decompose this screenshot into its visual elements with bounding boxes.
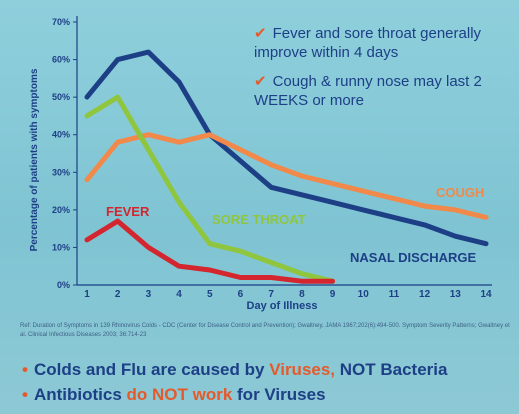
bullet-antibiotics: • Antibiotics do NOT work for Viruses [22, 385, 326, 405]
series-lines [84, 49, 489, 284]
bullet-highlight: Viruses, [269, 360, 336, 379]
series-label-sore-throat: SORE THROAT [212, 212, 306, 227]
y-axis-label: Percentage of patients with symptoms [29, 68, 40, 251]
x-tick-label: 11 [389, 289, 400, 300]
bullet-text-pre: Colds and Flu are caused by [33, 360, 270, 379]
x-tick-label: 8 [299, 289, 305, 300]
y-tick-label: 40% [52, 130, 70, 140]
note-text: Fever and sore throat generally improve … [254, 25, 482, 61]
x-tick-label: 13 [450, 289, 462, 300]
bullet-highlight: do NOT work [126, 385, 233, 404]
note-text: Cough & runny nose may last 2 WEEKS or m… [254, 73, 482, 109]
x-tick-label: 6 [238, 289, 244, 300]
note-fever-sore-throat: ✔ Fever and sore throat generally improve… [254, 24, 514, 62]
checkmark-icon: ✔ [254, 25, 267, 42]
x-tick-label: 1 [84, 289, 90, 300]
y-tick-label: 70% [52, 17, 70, 27]
x-tick-label: 5 [207, 289, 213, 300]
x-tick-label: 9 [330, 289, 336, 300]
x-tick-label: 4 [176, 289, 182, 300]
bullet-text-post: for Viruses [232, 385, 326, 404]
series-label-nasal-discharge: NASAL DISCHARGE [350, 250, 476, 265]
series-line-fever [84, 218, 335, 284]
checkmark-icon: ✔ [254, 73, 267, 90]
y-tick-label: 0% [57, 280, 70, 290]
note-cough-runny-nose: ✔ Cough & runny nose may last 2 WEEKS or … [254, 72, 514, 110]
bullet-colds-flu: • Colds and Flu are caused by Viruses, NO… [22, 360, 447, 380]
x-tick-label: 2 [115, 289, 121, 300]
x-tick-labels: 1 2 3 4 5 6 7 8 9 10 11 12 13 14 [84, 289, 492, 300]
y-tick-label: 20% [52, 205, 70, 215]
bullet-dot: • [22, 385, 28, 404]
series-label-fever: FEVER [106, 204, 150, 219]
y-tick-label: 10% [52, 242, 70, 252]
series-labels: NASAL DISCHARGE COUGH SORE THROAT FEVER [106, 185, 484, 265]
reference-text: Ref: Duration of Symptoms in 139 Rhinovi… [20, 323, 510, 338]
bullet-text-pre: Antibiotics [33, 385, 127, 404]
bullet-text-post: NOT Bacteria [335, 360, 448, 379]
x-axis-label: Day of Illness [247, 300, 318, 312]
series-line-nasal-discharge [84, 49, 489, 247]
x-tick-label: 3 [146, 289, 152, 300]
x-tick-label: 7 [268, 289, 274, 300]
y-tick-label: 60% [52, 55, 70, 65]
x-tick-label: 10 [358, 289, 370, 300]
x-tick-label: 12 [419, 289, 431, 300]
series-label-cough: COUGH [436, 185, 484, 200]
x-tick-label: 14 [480, 289, 492, 300]
line-chart: 0%10%20%30%40%50%60%70% 1 2 3 4 5 6 7 8 9 10 11 12 1… [29, 16, 492, 312]
bullet-dot: • [22, 360, 28, 379]
y-tick-label: 50% [52, 92, 70, 102]
chart-axes [73, 16, 492, 286]
y-tick-labels: 0% 10% 20% 30% 40% 50% 60% 70% [52, 17, 70, 290]
y-tick-label: 30% [52, 167, 70, 177]
series-line-sore-throat [84, 94, 335, 284]
series-line-cough [84, 132, 489, 220]
